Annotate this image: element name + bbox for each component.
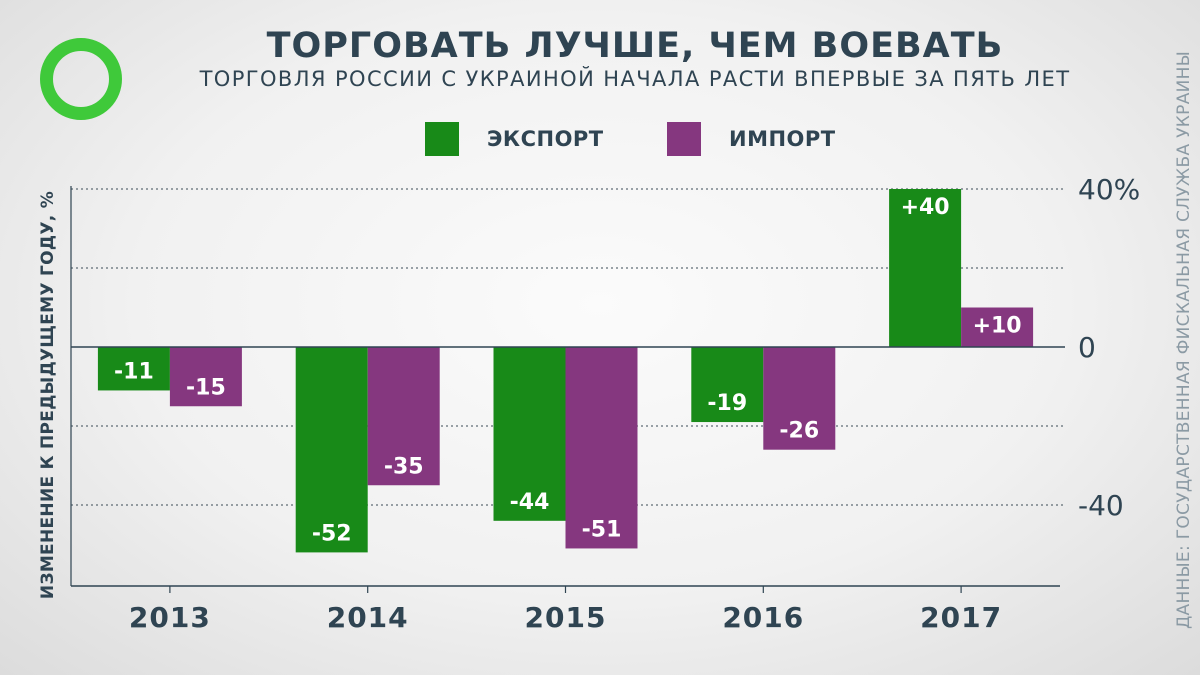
data-label: -52 bbox=[312, 521, 352, 546]
legend-swatch-export bbox=[425, 122, 459, 156]
bar-export bbox=[295, 347, 368, 553]
y-tick-label: 0 bbox=[1078, 331, 1096, 364]
bar-import bbox=[565, 347, 638, 549]
x-tick-label: 2016 bbox=[722, 601, 804, 634]
data-label: +40 bbox=[901, 195, 950, 220]
data-label: -11 bbox=[114, 359, 154, 384]
data-label: -19 bbox=[707, 391, 747, 416]
data-label: -15 bbox=[186, 375, 226, 400]
y-tick-label: 40% bbox=[1078, 173, 1140, 206]
chart-subtitle: ТОРГОВЛЯ РОССИИ С УКРАИНОЙ НАЧАЛА РАСТИ … bbox=[199, 67, 1071, 91]
data-label: -51 bbox=[582, 517, 622, 542]
bar-import bbox=[763, 347, 836, 450]
bar-import bbox=[961, 307, 1034, 347]
data-label: -35 bbox=[384, 454, 424, 479]
bar-import bbox=[169, 347, 242, 407]
x-tick-label: 2015 bbox=[525, 601, 607, 634]
legend-swatch-import bbox=[667, 122, 701, 156]
bar-export bbox=[97, 347, 170, 391]
chart-title: ТОРГОВАТЬ ЛУЧШЕ, ЧЕМ ВОЕВАТЬ bbox=[266, 26, 1004, 66]
x-tick-label: 2013 bbox=[129, 601, 211, 634]
bar-export bbox=[889, 189, 962, 347]
legend-label-export: ЭКСПОРТ bbox=[487, 127, 604, 151]
data-label: +10 bbox=[973, 314, 1022, 339]
data-label: -44 bbox=[510, 490, 550, 515]
x-tick-label: 2014 bbox=[327, 601, 409, 634]
data-label: -26 bbox=[779, 419, 819, 444]
bar-import bbox=[367, 347, 440, 486]
x-tick-label: 2017 bbox=[920, 601, 1002, 634]
legend-label-import: ИМПОРТ bbox=[729, 127, 836, 151]
bar-export bbox=[691, 347, 764, 423]
y-tick-label: -40 bbox=[1078, 489, 1124, 522]
bar-export bbox=[493, 347, 566, 521]
